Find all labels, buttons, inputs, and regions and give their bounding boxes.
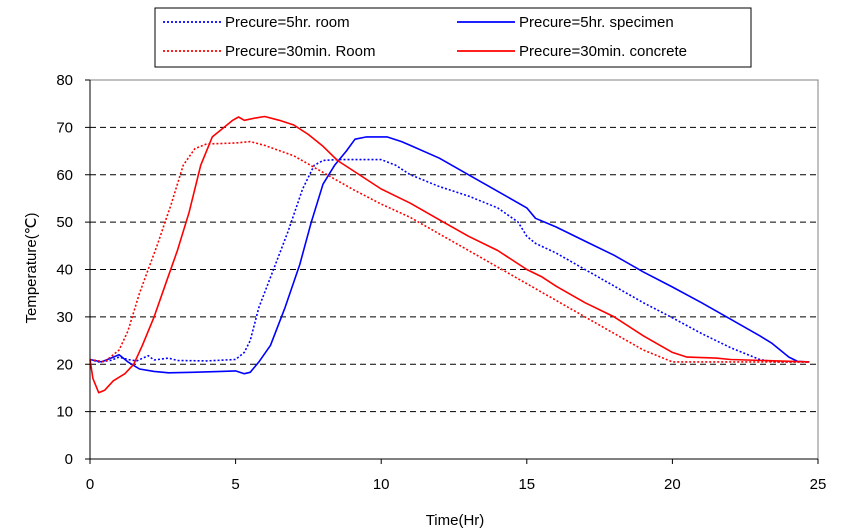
x-tick-label-20: 20: [664, 476, 681, 493]
gridlines: [90, 126, 818, 413]
y-tick-label-10: 10: [56, 404, 73, 421]
y-tick-label-30: 30: [56, 309, 73, 326]
y-tick-label-20: 20: [56, 356, 73, 373]
y-tick-label-60: 60: [56, 167, 73, 184]
y-tick-label-50: 50: [56, 214, 73, 231]
series-lines: [89, 115, 810, 394]
y-tick-labels: 0 10 20 30 40 50 60 70 80: [56, 72, 90, 468]
series-line-2: [89, 136, 810, 375]
x-tick-label-15: 15: [518, 476, 535, 493]
legend-label-4: Precure=30min. concrete: [519, 43, 687, 60]
legend-label-2: Precure=5hr. specimen: [519, 14, 674, 31]
x-axis-title: Time(Hr): [426, 512, 485, 529]
series-line-1: [89, 158, 810, 363]
y-tick-label-0: 0: [65, 451, 73, 468]
legend-label-1: Precure=5hr. room: [225, 14, 350, 31]
y-tick-label-70: 70: [56, 119, 73, 136]
x-tick-labels: 0 5 10 15 20 25: [86, 459, 827, 493]
legend: Precure=5hr. room Precure=5hr. specimen Pr…: [154, 7, 752, 68]
x-tick-label-0: 0: [86, 476, 94, 493]
x-tick-label-5: 5: [231, 476, 239, 493]
y-axis-title: Temperature(℃): [23, 212, 40, 323]
x-tick-label-25: 25: [810, 476, 827, 493]
series-line-4: [89, 115, 810, 394]
x-tick-label-10: 10: [373, 476, 390, 493]
legend-box: [154, 7, 752, 68]
y-tick-label-80: 80: [56, 72, 73, 89]
y-tick-label-40: 40: [56, 262, 73, 279]
series-line-3: [89, 140, 810, 363]
legend-label-3: Precure=30min. Room: [225, 43, 375, 60]
